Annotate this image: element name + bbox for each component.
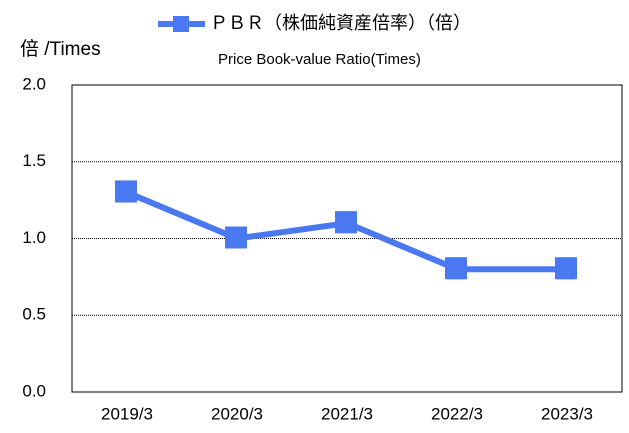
y-axis-label: 倍 /Times bbox=[20, 38, 101, 60]
marker bbox=[445, 257, 467, 280]
plot-frame bbox=[71, 84, 623, 393]
x-tick-label: 2019/3 bbox=[101, 404, 153, 423]
marker bbox=[225, 226, 247, 249]
marker bbox=[115, 180, 137, 203]
subtitle: Price Book-value Ratio(Times) bbox=[218, 51, 421, 68]
x-tick-label: 2022/3 bbox=[431, 404, 483, 423]
legend-marker bbox=[173, 16, 189, 32]
y-tick-label: 1.0 bbox=[22, 228, 46, 247]
y-tick-label: 0.5 bbox=[22, 305, 46, 324]
y-tick-label: 1.5 bbox=[22, 151, 46, 170]
y-tick-label: 0.0 bbox=[22, 381, 46, 400]
x-tick-label: 2020/3 bbox=[211, 404, 263, 423]
legend-label: ＰＢＲ（株価純資産倍率）（倍） bbox=[210, 13, 471, 33]
x-tick-label: 2023/3 bbox=[541, 404, 593, 423]
marker bbox=[335, 211, 357, 234]
marker bbox=[555, 257, 577, 280]
x-tick-label: 2021/3 bbox=[321, 404, 373, 423]
y-tick-label: 2.0 bbox=[22, 74, 46, 93]
